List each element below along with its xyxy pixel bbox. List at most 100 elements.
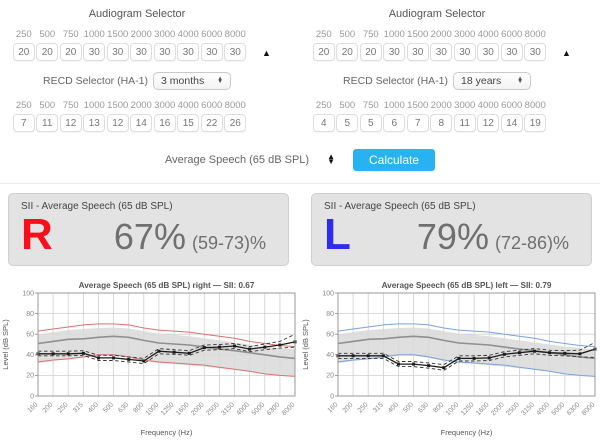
collapse-icon[interactable]: ▲ (562, 48, 571, 58)
value-input[interactable] (500, 114, 523, 132)
svg-text:400: 400 (87, 401, 100, 414)
recd-frequency-labels: 250 500 750 1000 1500 2000 3000 4000 6000 8000 (312, 100, 600, 111)
svg-text:630: 630 (417, 401, 430, 414)
svg-text:160: 160 (26, 401, 39, 414)
frequency-label: 2000 (130, 100, 152, 111)
audiogram-frequency-labels: 250 500 750 1000 1500 2000 3000 4000 6000 8000 (312, 29, 600, 40)
svg-text:5000: 5000 (251, 401, 267, 417)
recd-frequency-labels: 250 500 750 1000 1500 2000 3000 4000 6000 8000 (12, 100, 300, 111)
value-input[interactable] (153, 43, 176, 61)
value-input[interactable] (383, 114, 406, 132)
value-input[interactable] (524, 43, 547, 61)
svg-text:1000: 1000 (445, 401, 461, 417)
value-input[interactable] (359, 114, 382, 132)
svg-text:500: 500 (102, 401, 115, 414)
value-input[interactable] (106, 43, 129, 61)
value-input[interactable] (406, 114, 429, 132)
value-input[interactable] (406, 43, 429, 61)
value-input[interactable] (224, 43, 247, 61)
value-input[interactable] (36, 43, 59, 61)
collapse-icon[interactable]: ▲ (262, 48, 271, 58)
value-input[interactable] (453, 114, 476, 132)
svg-text:160: 160 (326, 401, 339, 414)
ear-letter-left: L (324, 210, 351, 259)
recd-select[interactable]: 18 years ▲ ▼ (453, 72, 532, 90)
sii-result: L 79% (72-86)% (324, 213, 579, 257)
value-input[interactable] (336, 114, 359, 132)
recd-selector-row: RECD Selector (HA-1) 18 years ▲ ▼ (312, 72, 562, 90)
sii-panel-right: SII - Average Speech (65 dB SPL) R 67% (… (8, 193, 289, 266)
frequency-label: 750 (362, 29, 379, 40)
value-input[interactable] (130, 43, 153, 61)
value-input[interactable] (312, 43, 335, 61)
value-input[interactable] (430, 114, 453, 132)
frequency-label: 4000 (477, 100, 499, 111)
recd-label: RECD Selector (HA-1) (42, 75, 149, 87)
select-stepper-icon: ▲ ▼ (517, 75, 524, 85)
value-input[interactable] (12, 114, 35, 132)
svg-text:20: 20 (26, 373, 34, 380)
panel-title: Audiogram Selector (388, 8, 486, 20)
value-input[interactable] (200, 114, 223, 132)
value-input[interactable] (130, 114, 153, 132)
value-input[interactable] (153, 114, 176, 132)
svg-text:40: 40 (26, 352, 34, 359)
value-input[interactable] (177, 114, 200, 132)
audiogram-value-inputs (312, 43, 600, 61)
svg-text:Frequency (Hz): Frequency (Hz) (141, 428, 193, 437)
value-input[interactable] (524, 114, 547, 132)
value-input[interactable] (224, 114, 247, 132)
value-input[interactable] (59, 114, 82, 132)
svg-text:8000: 8000 (281, 401, 297, 417)
frequency-label: 750 (362, 100, 379, 111)
recd-select[interactable]: 3 months ▲ ▼ (153, 72, 232, 90)
frequency-label: 1000 (83, 100, 105, 111)
frequency-label: 1500 (107, 29, 129, 40)
selectors-section: Audiogram Selector 250 500 750 1000 1500 2000… (0, 0, 600, 143)
sii-confidence-range: (72-86)% (494, 233, 569, 253)
ear-letter-right: R (21, 210, 53, 259)
svg-text:2500: 2500 (205, 401, 221, 417)
svg-text:315: 315 (72, 401, 85, 414)
svg-text:0: 0 (30, 393, 34, 400)
svg-text:800: 800 (132, 401, 145, 414)
svg-text:4000: 4000 (535, 401, 551, 417)
svg-text:3150: 3150 (520, 401, 536, 417)
svg-text:100: 100 (322, 290, 334, 297)
frequency-label: 1500 (407, 100, 429, 111)
value-input[interactable] (59, 43, 82, 61)
value-input[interactable] (477, 43, 500, 61)
frequency-label: 4000 (177, 29, 199, 40)
calculate-button[interactable]: Calculate (353, 149, 436, 171)
value-input[interactable] (312, 114, 335, 132)
frequency-label: 8000 (524, 29, 546, 40)
frequency-label: 250 (15, 29, 32, 40)
speech-level-stepper-icon[interactable]: ▲ ▼ (327, 152, 335, 166)
value-input[interactable] (383, 43, 406, 61)
svg-text:100: 100 (22, 290, 34, 297)
value-input[interactable] (177, 43, 200, 61)
value-input[interactable] (36, 114, 59, 132)
frequency-label: 6000 (201, 100, 223, 111)
svg-text:Frequency (Hz): Frequency (Hz) (441, 428, 493, 437)
svg-text:6300: 6300 (266, 401, 282, 417)
value-input[interactable] (106, 114, 129, 132)
value-input[interactable] (83, 43, 106, 61)
frequency-label: 1000 (383, 100, 405, 111)
sii-panel-title: SII - Average Speech (65 dB SPL) (324, 201, 476, 212)
recd-label: RECD Selector (HA-1) (342, 75, 449, 87)
value-input[interactable] (200, 43, 223, 61)
frequency-label: 1500 (407, 29, 429, 40)
svg-text:315: 315 (372, 401, 385, 414)
value-input[interactable] (336, 43, 359, 61)
value-input[interactable] (83, 114, 106, 132)
recd-selected-value: 18 years (461, 75, 502, 87)
value-input[interactable] (430, 43, 453, 61)
value-input[interactable] (359, 43, 382, 61)
value-input[interactable] (453, 43, 476, 61)
value-input[interactable] (12, 43, 35, 61)
svg-text:1600: 1600 (475, 401, 491, 417)
value-input[interactable] (500, 43, 523, 61)
value-input[interactable] (477, 114, 500, 132)
